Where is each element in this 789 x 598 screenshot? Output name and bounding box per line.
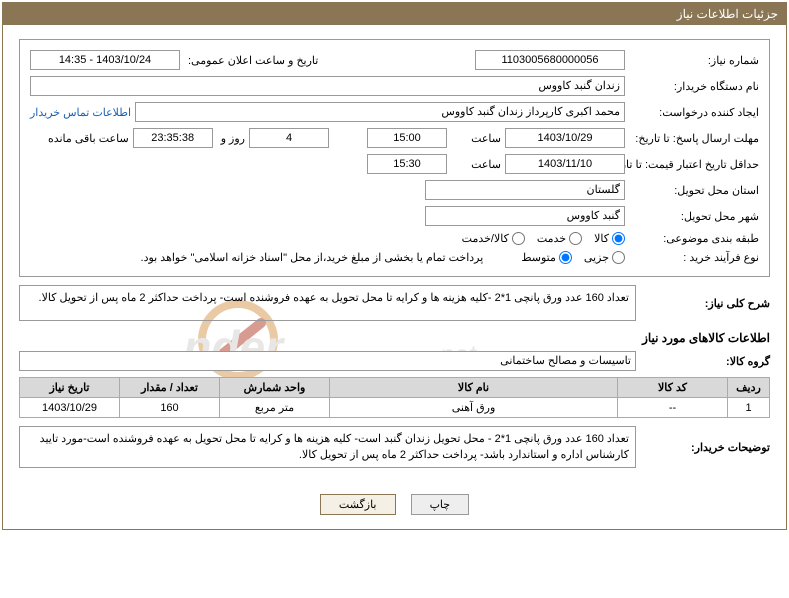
- process-note: پرداخت تمام یا بخشی از مبلغ خرید،از محل …: [141, 251, 484, 264]
- cat-goods-radio[interactable]: [612, 232, 625, 245]
- col-row: ردیف: [728, 378, 770, 398]
- city-value: گنبد کاووس: [425, 206, 625, 226]
- buyer-contact-link[interactable]: اطلاعات تماس خریدار: [30, 106, 131, 119]
- main-frame: جزئیات اطلاعات نیاز AriaTender .net شمار…: [2, 2, 787, 530]
- cell-unit: متر مربع: [220, 398, 330, 418]
- desc-title-label: شرح کلی نیاز:: [640, 297, 770, 310]
- category-label: طبقه بندی موضوعی:: [629, 232, 759, 245]
- col-code: کد کالا: [618, 378, 728, 398]
- announce-dt-label: تاریخ و ساعت اعلان عمومی:: [184, 54, 318, 67]
- cell-code: --: [618, 398, 728, 418]
- cat-both-radio[interactable]: [512, 232, 525, 245]
- validity-time-label: ساعت: [451, 158, 501, 171]
- validity-date-value: 1403/11/10: [505, 154, 625, 174]
- col-unit: واحد شمارش: [220, 378, 330, 398]
- requester-value: محمد اکبری کارپرداز زندان گنبد کاووس: [135, 102, 625, 122]
- cell-row: 1: [728, 398, 770, 418]
- requester-label: ایجاد کننده درخواست:: [629, 106, 759, 119]
- validity-time-value: 15:30: [367, 154, 447, 174]
- proc-small-radio[interactable]: [612, 251, 625, 264]
- proc-small-option[interactable]: جزیی: [584, 251, 625, 264]
- days-left-value: 4: [249, 128, 329, 148]
- validity-label: حداقل تاریخ اعتبار قیمت: تا تاریخ:: [629, 158, 759, 171]
- desc-title-box: تعداد 160 عدد ورق پانچی 1*2 -کلیه هزینه …: [19, 285, 636, 321]
- print-button[interactable]: چاپ: [411, 494, 470, 515]
- col-name: نام کالا: [330, 378, 618, 398]
- category-radio-group: کالا خدمت کالا/خدمت: [462, 232, 625, 245]
- col-qty: تعداد / مقدار: [120, 378, 220, 398]
- table-row: 1 -- ورق آهنی متر مربع 160 1403/10/29: [20, 398, 770, 418]
- buyer-notes-label: توضیحات خریدار:: [640, 441, 770, 454]
- cell-name: ورق آهنی: [330, 398, 618, 418]
- content-area: AriaTender .net شماره نیاز: 110300568000…: [3, 25, 786, 484]
- reply-time-value: 15:00: [367, 128, 447, 148]
- header-bar: جزئیات اطلاعات نیاز: [3, 3, 786, 25]
- goods-section-title: اطلاعات کالاهای مورد نیاز: [19, 331, 770, 345]
- city-label: شهر محل تحویل:: [629, 210, 759, 223]
- group-label: گروه کالا:: [640, 355, 770, 368]
- cell-qty: 160: [120, 398, 220, 418]
- col-date: تاریخ نیاز: [20, 378, 120, 398]
- cat-service-option[interactable]: خدمت: [537, 232, 582, 245]
- button-row: چاپ بازگشت: [3, 484, 786, 529]
- days-and-label: روز و: [217, 132, 245, 145]
- proc-medium-radio[interactable]: [559, 251, 572, 264]
- need-no-label: شماره نیاز:: [629, 54, 759, 67]
- remaining-label: ساعت باقی مانده: [44, 132, 129, 145]
- proc-medium-option[interactable]: متوسط: [521, 251, 572, 264]
- reply-time-label: ساعت: [451, 132, 501, 145]
- process-label: نوع فرآیند خرید :: [629, 251, 759, 264]
- reply-deadline-label: مهلت ارسال پاسخ: تا تاریخ:: [629, 132, 759, 145]
- reply-date-value: 1403/10/29: [505, 128, 625, 148]
- cat-both-option[interactable]: کالا/خدمت: [462, 232, 525, 245]
- buyer-notes-box: تعداد 160 عدد ورق پانچی 1*2 - محل تحویل …: [19, 426, 636, 468]
- cat-service-radio[interactable]: [569, 232, 582, 245]
- cat-goods-option[interactable]: کالا: [594, 232, 625, 245]
- back-button[interactable]: بازگشت: [320, 494, 396, 515]
- header-title: جزئیات اطلاعات نیاز: [677, 7, 778, 21]
- countdown-value: 23:35:38: [133, 128, 213, 148]
- province-label: استان محل تحویل:: [629, 184, 759, 197]
- cell-date: 1403/10/29: [20, 398, 120, 418]
- province-value: گلستان: [425, 180, 625, 200]
- need-no-value: 1103005680000056: [475, 50, 625, 70]
- group-value: تاسیسات و مصالح ساختمانی: [19, 351, 636, 371]
- process-radio-group: جزیی متوسط: [521, 251, 625, 264]
- announce-dt-value: 1403/10/24 - 14:35: [30, 50, 180, 70]
- buyer-org-label: نام دستگاه خریدار:: [629, 80, 759, 93]
- buyer-org-value: زندان گنبد کاووس: [30, 76, 625, 96]
- goods-table: ردیف کد کالا نام کالا واحد شمارش تعداد /…: [19, 377, 770, 418]
- details-fieldset: شماره نیاز: 1103005680000056 تاریخ و ساع…: [19, 39, 770, 277]
